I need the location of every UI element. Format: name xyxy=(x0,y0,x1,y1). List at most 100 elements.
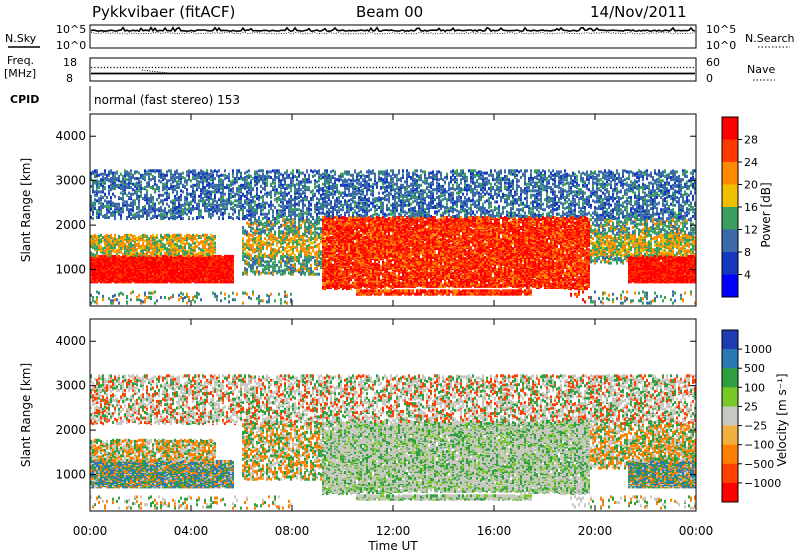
heatmap-cell xyxy=(204,172,206,175)
heatmap-cell xyxy=(224,297,226,300)
heatmap-cell xyxy=(284,212,286,215)
heatmap-cell xyxy=(284,247,286,250)
heatmap-cell xyxy=(228,193,230,196)
heatmap-cell xyxy=(258,169,260,172)
heatmap-cell xyxy=(258,232,260,235)
heatmap-cell xyxy=(228,184,230,187)
heatmap-cell xyxy=(216,205,218,208)
heatmap-cell xyxy=(302,238,304,241)
heatmap-cell xyxy=(288,218,290,221)
heatmap-cell xyxy=(206,169,208,172)
heatmap-cell xyxy=(254,204,256,207)
heatmap-cell xyxy=(146,242,148,245)
heatmap-cell xyxy=(106,208,108,211)
heatmap-cell xyxy=(150,173,152,176)
heatmap-cell xyxy=(228,295,230,298)
heatmap-cell xyxy=(206,206,208,209)
heatmap-cell xyxy=(220,187,222,190)
heatmap-cell xyxy=(148,176,150,179)
heatmap-cell xyxy=(270,272,272,275)
heatmap-cell xyxy=(142,206,144,209)
heatmap-cell xyxy=(168,187,170,190)
heatmap-cell xyxy=(140,174,142,177)
heatmap-cell xyxy=(152,175,154,178)
heatmap-cell xyxy=(280,250,282,253)
heatmap-cell xyxy=(130,234,132,237)
heatmap-cell xyxy=(158,246,160,249)
heatmap-cell xyxy=(174,177,176,180)
heatmap-cell xyxy=(204,244,206,247)
heatmap-cell xyxy=(164,198,166,201)
heatmap-cell xyxy=(254,179,256,182)
heatmap-cell xyxy=(192,176,194,179)
heatmap-cell xyxy=(250,175,252,178)
heatmap-cell xyxy=(92,299,94,302)
heatmap-cell xyxy=(154,302,156,305)
heatmap-cell xyxy=(214,255,216,258)
heatmap-cell xyxy=(294,254,296,257)
heatmap-cell xyxy=(212,210,214,213)
heatmap-cell xyxy=(304,263,306,266)
heatmap-cell xyxy=(154,169,156,172)
heatmap-cell xyxy=(186,203,188,206)
heatmap-cell xyxy=(154,253,156,256)
heatmap-cell xyxy=(308,174,310,177)
heatmap-cell xyxy=(130,238,132,241)
heatmap-cell xyxy=(270,293,272,296)
heatmap-cell xyxy=(292,218,294,221)
heatmap-cell xyxy=(178,215,180,218)
heatmap-cell xyxy=(130,252,132,255)
heatmap-cell xyxy=(306,169,308,172)
heatmap-cell xyxy=(200,188,202,191)
heatmap-cell xyxy=(274,269,276,272)
heatmap-cell xyxy=(260,220,262,223)
heatmap-cell xyxy=(188,246,190,249)
heatmap-cell xyxy=(126,186,128,189)
heatmap-cell xyxy=(266,176,268,179)
heatmap-cell xyxy=(100,173,102,176)
heatmap-cell xyxy=(316,202,318,205)
heatmap-cell xyxy=(160,296,162,299)
heatmap-cell xyxy=(300,199,302,202)
heatmap-cell xyxy=(176,176,178,179)
heatmap-cell xyxy=(150,194,152,197)
heatmap-cell xyxy=(174,185,176,188)
heatmap-cell xyxy=(260,228,262,231)
heatmap-cell xyxy=(258,259,260,262)
heatmap-cell xyxy=(310,264,312,267)
heatmap-cell xyxy=(208,204,210,207)
heatmap-cell xyxy=(306,178,308,181)
heatmap-cell xyxy=(214,235,216,238)
heatmap-cell xyxy=(114,175,116,178)
heatmap-cell xyxy=(318,233,320,236)
heatmap-cell xyxy=(244,229,246,232)
heatmap-cell xyxy=(182,190,184,193)
heatmap-cell xyxy=(114,210,116,213)
heatmap-cell xyxy=(236,204,238,207)
heatmap-cell xyxy=(310,213,312,216)
heatmap-cell xyxy=(272,266,274,269)
heatmap-cell xyxy=(140,184,142,187)
heatmap-cell xyxy=(132,193,134,196)
heatmap-cell xyxy=(258,253,260,256)
heatmap-cell xyxy=(116,238,118,241)
heatmap-cell xyxy=(202,170,204,173)
heatmap-cell xyxy=(130,176,132,179)
heatmap-cell xyxy=(314,234,316,237)
heatmap-cell xyxy=(316,170,318,173)
heatmap-cell xyxy=(172,179,174,182)
heatmap-cell xyxy=(268,260,270,263)
heatmap-cell xyxy=(290,293,292,296)
heatmap-cell xyxy=(310,236,312,239)
heatmap-cell xyxy=(290,172,292,175)
heatmap-cell xyxy=(104,180,106,183)
heatmap-cell xyxy=(150,210,152,213)
heatmap-cell xyxy=(136,296,138,299)
heatmap-cell xyxy=(232,292,234,295)
heatmap-cell xyxy=(268,235,270,238)
heatmap-cell xyxy=(282,200,284,203)
heatmap-cell xyxy=(308,186,310,189)
heatmap-cell xyxy=(284,260,286,263)
heatmap-cell xyxy=(276,222,278,225)
heatmap-cell xyxy=(280,298,282,301)
